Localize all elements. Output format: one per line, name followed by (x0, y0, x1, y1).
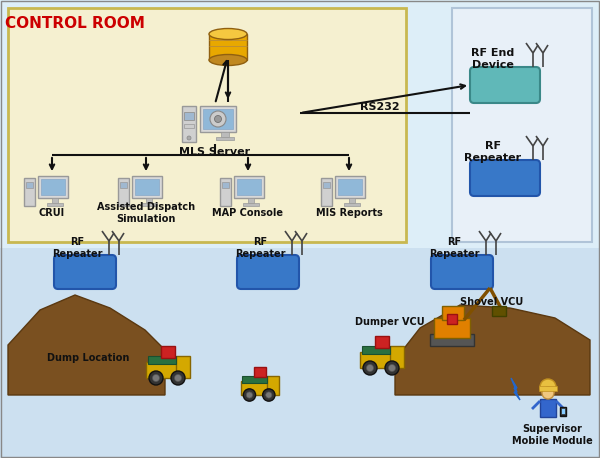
Bar (26, 182, 33, 188)
Circle shape (540, 379, 556, 395)
Bar (216, 137, 234, 140)
Bar (492, 306, 506, 316)
Circle shape (367, 365, 373, 371)
Bar (442, 306, 464, 320)
Bar (118, 178, 129, 206)
Bar (540, 399, 556, 417)
Text: RF
Repeater: RF Repeater (464, 141, 521, 163)
Text: CONTROL ROOM: CONTROL ROOM (5, 16, 145, 32)
Bar (375, 336, 389, 348)
Circle shape (215, 115, 221, 122)
Bar (267, 376, 280, 395)
Bar (182, 106, 196, 142)
Bar (141, 203, 157, 206)
Bar (242, 376, 267, 383)
Text: CRUI: CRUI (39, 208, 65, 218)
Bar (8, 8, 406, 242)
Bar (184, 112, 194, 120)
Bar (243, 203, 259, 206)
Text: RF
Repeater: RF Repeater (235, 237, 285, 259)
Text: MIS Reports: MIS Reports (316, 208, 382, 218)
Ellipse shape (209, 55, 247, 65)
Bar (120, 182, 127, 188)
Bar (24, 178, 35, 206)
Bar (52, 198, 58, 203)
Bar (434, 318, 470, 338)
FancyBboxPatch shape (431, 255, 493, 289)
Text: RF
Repeater: RF Repeater (52, 237, 102, 259)
Bar (135, 179, 159, 195)
Bar (349, 198, 355, 203)
Bar (390, 346, 404, 368)
Circle shape (243, 389, 256, 401)
Bar (241, 381, 269, 395)
Bar (38, 176, 68, 198)
Bar (335, 176, 365, 198)
Circle shape (210, 111, 226, 127)
Ellipse shape (209, 28, 247, 39)
Polygon shape (511, 378, 520, 400)
Bar (360, 352, 392, 368)
Circle shape (187, 136, 191, 140)
Bar (203, 109, 233, 129)
Text: Dump Location: Dump Location (47, 353, 129, 363)
Circle shape (175, 375, 182, 382)
Bar (222, 182, 229, 188)
Bar (561, 408, 565, 414)
Bar (344, 203, 360, 206)
Text: Assisted Dispatch
Simulation: Assisted Dispatch Simulation (97, 202, 195, 224)
Bar (200, 106, 236, 132)
Bar (560, 407, 566, 416)
Bar (323, 182, 330, 188)
Bar (176, 356, 190, 378)
Circle shape (152, 375, 160, 382)
Text: MAP Console: MAP Console (212, 208, 284, 218)
Bar (237, 179, 261, 195)
Circle shape (171, 371, 185, 385)
Bar (146, 362, 178, 378)
Bar (221, 132, 229, 137)
Text: Shovel VCU: Shovel VCU (460, 297, 524, 307)
Text: RF
Repeater: RF Repeater (429, 237, 479, 259)
Circle shape (542, 387, 554, 399)
Bar (132, 176, 162, 198)
Text: RF End
Device: RF End Device (472, 48, 515, 70)
Polygon shape (8, 295, 165, 395)
Bar (338, 179, 362, 195)
Bar (220, 178, 231, 206)
Circle shape (263, 389, 275, 401)
FancyBboxPatch shape (54, 255, 116, 289)
Circle shape (363, 361, 377, 375)
Bar (146, 198, 152, 203)
Bar (362, 346, 390, 354)
Bar (184, 124, 194, 128)
Bar (452, 8, 592, 242)
Bar (161, 346, 175, 358)
Text: RS232: RS232 (360, 102, 400, 112)
Bar (321, 178, 332, 206)
Circle shape (149, 371, 163, 385)
Circle shape (385, 361, 399, 375)
FancyBboxPatch shape (470, 67, 540, 103)
Circle shape (389, 365, 395, 371)
Bar (248, 198, 254, 203)
Bar (47, 203, 63, 206)
FancyBboxPatch shape (470, 160, 540, 196)
Bar (430, 334, 474, 346)
Bar (254, 367, 266, 377)
Circle shape (247, 392, 253, 398)
Bar (148, 356, 176, 364)
Bar (447, 314, 457, 324)
Circle shape (266, 392, 272, 398)
Bar (0, 248, 600, 458)
Bar (234, 176, 264, 198)
Polygon shape (395, 305, 590, 395)
Text: Dumper VCU: Dumper VCU (355, 317, 425, 327)
FancyBboxPatch shape (237, 255, 299, 289)
Text: Supervisor
Mobile Module: Supervisor Mobile Module (512, 424, 592, 446)
Text: MLS Server: MLS Server (179, 147, 251, 157)
Bar (41, 179, 65, 195)
Bar (539, 386, 557, 391)
Bar (209, 34, 247, 60)
